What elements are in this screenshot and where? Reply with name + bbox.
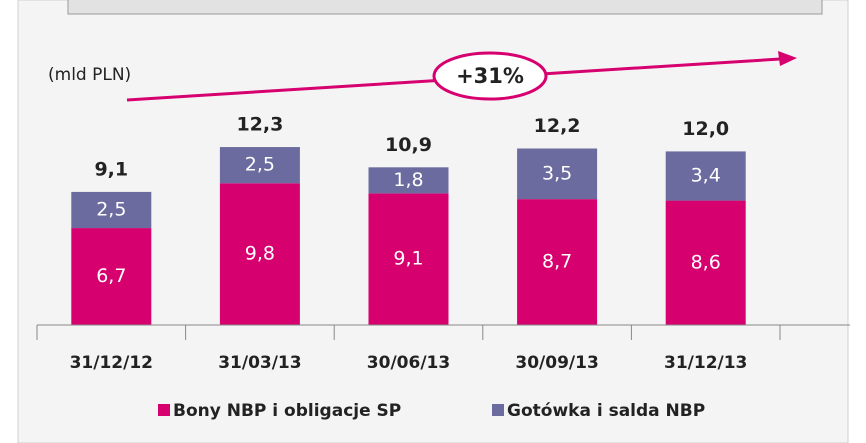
total-label: 10,9: [385, 134, 432, 156]
bar-segment: [368, 193, 449, 325]
annotation-ellipse: [432, 51, 548, 101]
bar-segment: [517, 199, 598, 325]
value-label: 2,5: [96, 198, 126, 220]
bar-segment: [219, 147, 300, 184]
legend-label: Gotówka i salda NBP: [507, 401, 705, 421]
bar-segment: [219, 183, 300, 325]
total-label: 9,1: [94, 158, 128, 180]
x-tick-label: 31/12/12: [70, 353, 153, 373]
value-label: 2,5: [245, 154, 275, 176]
total-label: 12,0: [682, 118, 729, 140]
total-label: 12,2: [534, 115, 581, 137]
x-tick-label: 30/09/13: [515, 353, 598, 373]
x-tick-label: 31/03/13: [218, 353, 301, 373]
bar-segment: [517, 148, 598, 200]
x-tick-label: 31/12/13: [664, 353, 747, 373]
value-label: 8,6: [691, 251, 721, 273]
legend-swatch: [492, 404, 504, 416]
unit-label: (mld PLN): [48, 65, 131, 85]
x-tick-label: 30/06/13: [367, 353, 450, 373]
arrow-head: [778, 51, 797, 66]
bar-segment: [71, 191, 152, 229]
bar-segment: [368, 167, 449, 194]
value-label: 3,5: [542, 162, 572, 184]
value-label: 3,4: [691, 164, 721, 186]
total-label: 12,3: [236, 114, 283, 136]
value-label: 9,1: [393, 248, 423, 270]
header-box: [67, 0, 823, 15]
bar-segment: [71, 228, 152, 325]
legend-swatch: [158, 404, 170, 416]
bar-segment: [665, 151, 746, 201]
value-label: 1,8: [393, 169, 423, 191]
value-label: 6,7: [96, 265, 126, 287]
bar-segment: [665, 200, 746, 325]
value-label: 9,8: [245, 243, 275, 265]
annotation: +31%: [456, 64, 524, 88]
value-label: 8,7: [542, 251, 572, 273]
legend-label: Bony NBP i obligacje SP: [173, 401, 401, 421]
